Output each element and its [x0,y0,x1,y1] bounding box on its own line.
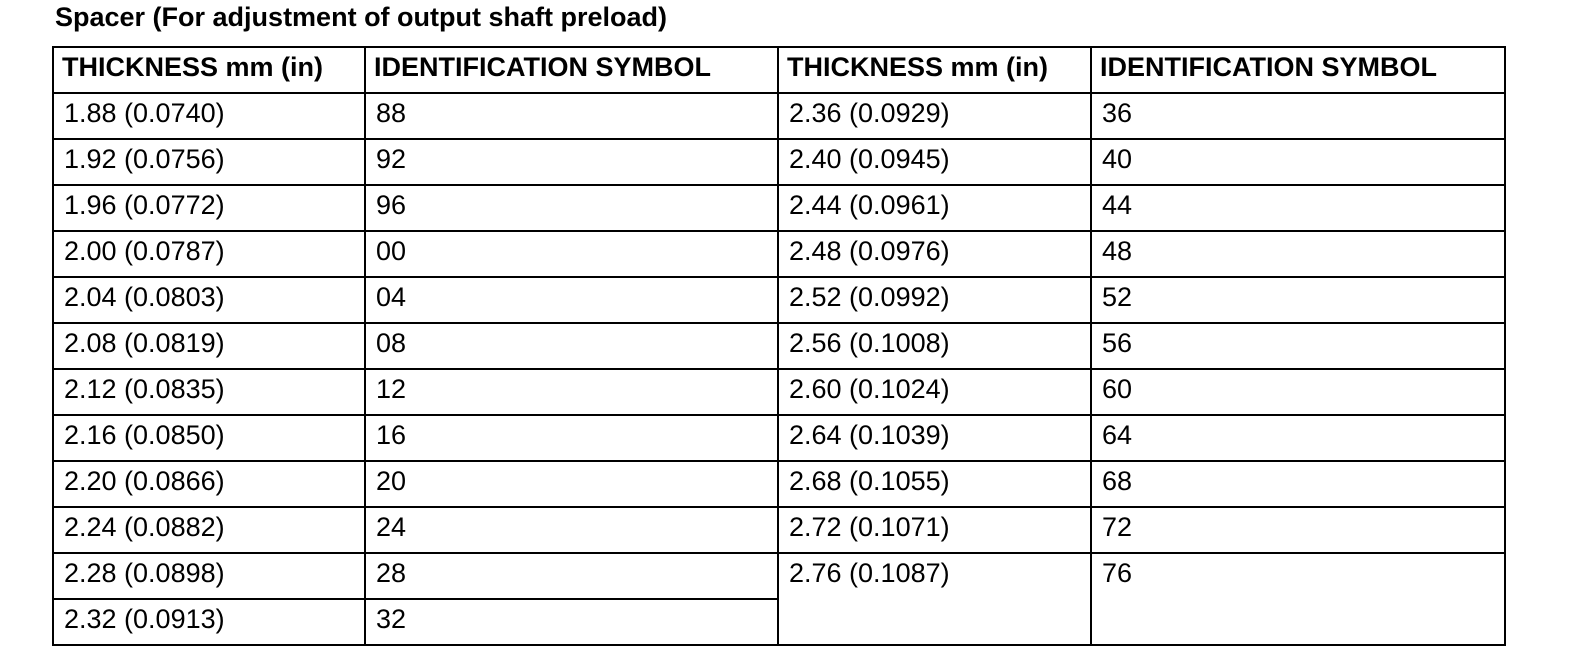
table-cell: 36 [1090,92,1506,140]
table-cell: 64 [1090,414,1506,462]
table-row: 1.96 (0.0772) 96 2.44 (0.0961) 44 [52,184,1506,232]
table-row: 2.00 (0.0787) 00 2.48 (0.0976) 48 [52,230,1506,278]
title: Spacer (For adjustment of output shaft p… [55,2,668,32]
table-cell: 2.44 (0.0961) [777,184,1092,232]
table-cell: 00 [364,230,779,278]
table-row: 1.88 (0.0740) 88 2.36 (0.0929) 36 [52,92,1506,140]
table-cell: 28 [364,552,779,600]
table-cell: 48 [1090,230,1506,278]
table-cell: 2.08 (0.0819) [52,322,366,370]
table-cell: 2.32 (0.0913) [52,598,366,646]
table-cell: 2.56 (0.1008) [777,322,1092,370]
header-row: THICKNESS mm (in) IDENTIFICATION SYMBOL TH… [52,46,1506,94]
table-cell: 40 [1090,138,1506,186]
table-row: 2.12 (0.0835) 12 2.60 (0.1024) 60 [52,368,1506,416]
table-cell: 2.64 (0.1039) [777,414,1092,462]
table-cell: 2.36 (0.0929) [777,92,1092,140]
table-cell: 2.20 (0.0866) [52,460,366,508]
table-cell: 72 [1090,506,1506,554]
table-cell: 2.04 (0.0803) [52,276,366,324]
table-cell: 08 [364,322,779,370]
table-cell: 16 [364,414,779,462]
table-cell: 88 [364,92,779,140]
table-row: 2.04 (0.0803) 04 2.52 (0.0992) 52 [52,276,1506,324]
table-cell: 1.92 (0.0756) [52,138,366,186]
table-cell: 1.96 (0.0772) [52,184,366,232]
table-cell: 60 [1090,368,1506,416]
table-body: 1.88 (0.0740) 88 2.36 (0.0929) 36 1.92 (0.07… [52,92,1506,646]
table-cell: 2.12 (0.0835) [52,368,366,416]
table-cell: 2.68 (0.1055) [777,460,1092,508]
table-row: 2.28 (0.0898) 28 2.76 (0.1087) 76 [52,552,1506,646]
table-cell: 68 [1090,460,1506,508]
table-cell: 2.28 (0.0898) [52,552,366,600]
table-cell: 52 [1090,276,1506,324]
table-cell: 32 [364,598,779,646]
table-cell: 04 [364,276,779,324]
table-cell: 2.52 (0.0992) [777,276,1092,324]
table-cell: 76 [1090,552,1506,646]
table-cell: 2.76 (0.1087) [777,552,1092,646]
table-cell: 12 [364,368,779,416]
table-row: 2.32 (0.0913) 32 [52,598,1505,646]
table-cell: 24 [364,506,779,554]
table-cell: 2.16 (0.0850) [52,414,366,462]
table-cell: 2.00 (0.0787) [52,230,366,278]
table-cell: 96 [364,184,779,232]
table-row: 2.20 (0.0866) 20 2.68 (0.1055) 68 [52,460,1506,508]
header-cell: IDENTIFICATION SYMBOL [1090,46,1506,94]
header-cell: THICKNESS mm (in) [777,46,1092,94]
table-cell: 92 [364,138,779,186]
header-cell: THICKNESS mm (in) [52,46,366,94]
table-cell: 20 [364,460,779,508]
table-cell: 2.48 (0.0976) [777,230,1092,278]
table-cell: 1.88 (0.0740) [52,92,366,140]
spacer-table: THICKNESS mm (in) IDENTIFICATION SYMBOL TH… [52,46,1506,646]
table-cell: 2.40 (0.0945) [777,138,1092,186]
table-cell: 2.60 (0.1024) [777,368,1092,416]
table-cell: 2.72 (0.1071) [777,506,1092,554]
table-row: 2.24 (0.0882) 24 2.72 (0.1071) 72 [52,506,1506,554]
table-row: 2.16 (0.0850) 16 2.64 (0.1039) 64 [52,414,1506,462]
table-cell: 44 [1090,184,1506,232]
header-cell: IDENTIFICATION SYMBOL [364,46,779,94]
table-cell: 2.24 (0.0882) [52,506,366,554]
table-cell: 56 [1090,322,1506,370]
table-row: 1.92 (0.0756) 92 2.40 (0.0945) 40 [52,138,1506,186]
table-row: 2.08 (0.0819) 08 2.56 (0.1008) 56 [52,322,1506,370]
